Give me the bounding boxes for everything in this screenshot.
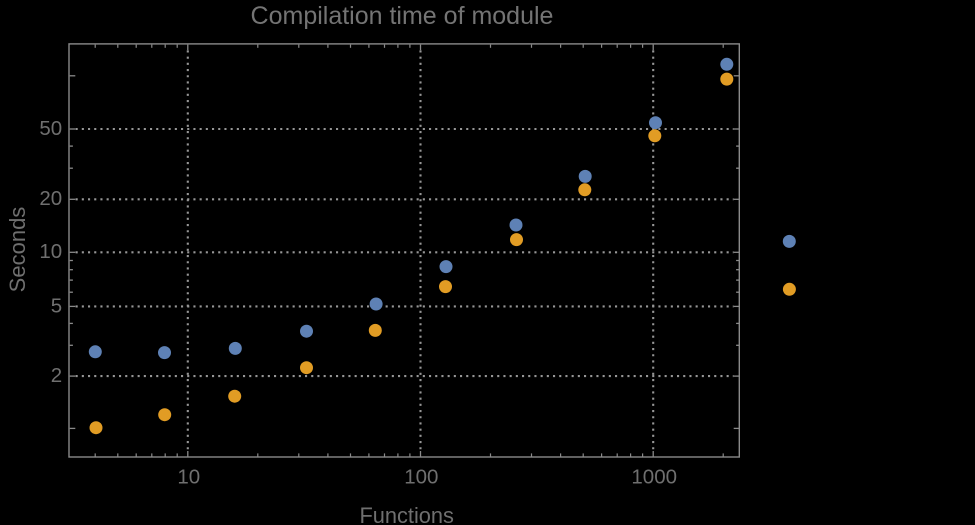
svg-text:Compilation time of module: Compilation time of module bbox=[251, 2, 554, 30]
svg-text:10: 10 bbox=[39, 240, 62, 263]
svg-text:5: 5 bbox=[51, 294, 62, 317]
svg-text:50: 50 bbox=[39, 117, 62, 140]
svg-text:Seconds: Seconds bbox=[5, 207, 30, 293]
svg-text:100: 100 bbox=[404, 466, 438, 489]
svg-text:20: 20 bbox=[39, 187, 62, 210]
svg-text:Functions: Functions bbox=[359, 503, 454, 525]
svg-text:1000: 1000 bbox=[631, 466, 677, 489]
svg-text:2: 2 bbox=[51, 364, 62, 387]
svg-text:10: 10 bbox=[177, 466, 200, 489]
